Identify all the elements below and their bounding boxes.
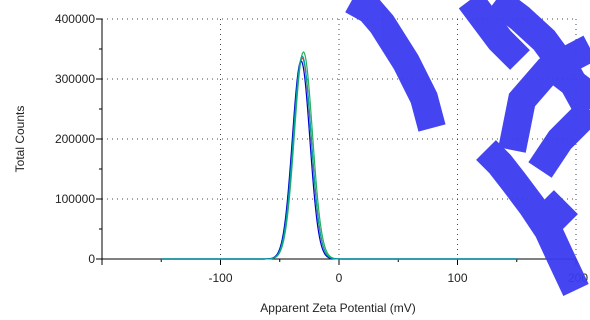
series-line-2 bbox=[161, 51, 517, 260]
x-tick-label: 0 bbox=[336, 271, 343, 285]
x-tick-label: -100 bbox=[208, 271, 232, 285]
series-line-4 bbox=[161, 55, 517, 260]
y-tick-label: 100000 bbox=[55, 192, 95, 206]
watermark-stroke bbox=[547, 58, 590, 108]
y-axis-title: Total Counts bbox=[13, 106, 27, 173]
watermark-stroke bbox=[458, 0, 530, 70]
y-tick-label: 0 bbox=[88, 252, 95, 266]
series-line-1 bbox=[161, 57, 517, 260]
watermark-stroke bbox=[528, 100, 590, 178]
y-tick-label: 300000 bbox=[55, 72, 95, 86]
watermark-stroke bbox=[498, 35, 590, 153]
x-axis-title: Apparent Zeta Potential (mV) bbox=[260, 301, 415, 315]
watermark-stroke bbox=[476, 140, 589, 296]
y-tick-label: 200000 bbox=[55, 132, 95, 146]
y-tick-label: 400000 bbox=[55, 12, 95, 26]
watermark-logo bbox=[345, 0, 590, 296]
watermark-stroke bbox=[534, 190, 578, 234]
watermark-stroke bbox=[345, 0, 446, 132]
x-tick-label: 100 bbox=[447, 271, 467, 285]
series-lines bbox=[161, 51, 517, 260]
